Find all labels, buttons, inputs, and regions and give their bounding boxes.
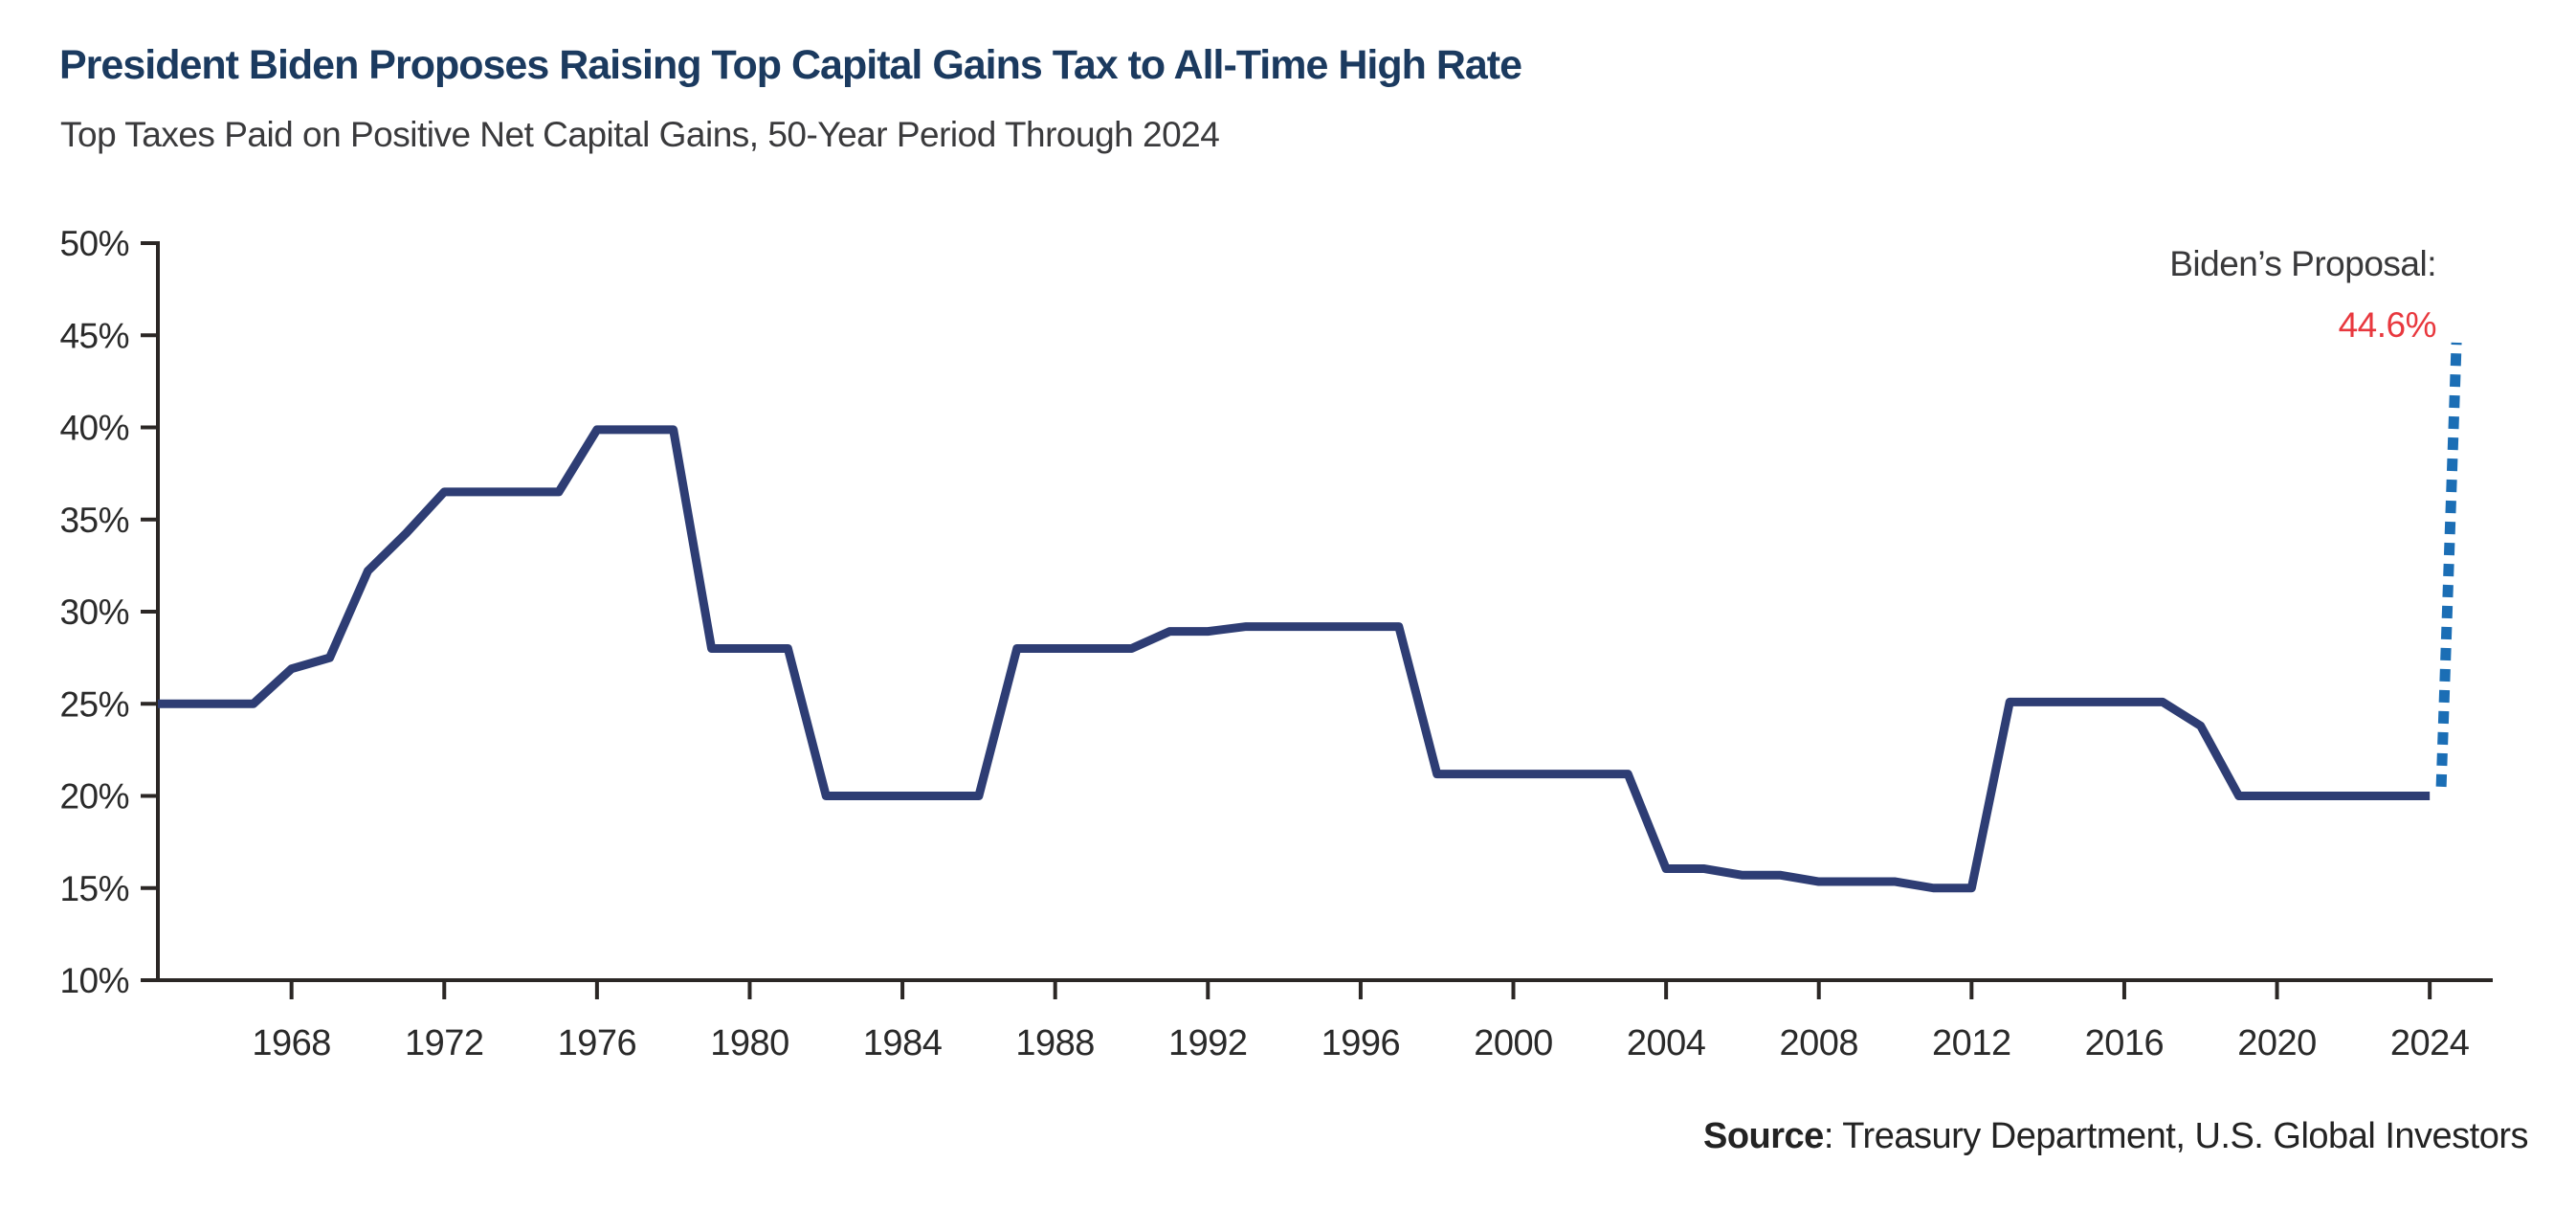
x-axis-tick-label: 1980 (710, 1023, 789, 1063)
y-axis-tick-label: 15% (59, 869, 129, 908)
y-axis-tick-label: 45% (59, 316, 129, 355)
y-axis-tick-label: 25% (59, 684, 129, 724)
y-axis-tick-label: 35% (59, 501, 129, 540)
x-axis-tick-label: 1996 (1321, 1023, 1401, 1063)
x-axis-tick-label: 2004 (1627, 1023, 1706, 1063)
y-axis-tick-label: 20% (59, 777, 129, 817)
axis-lines (156, 241, 2493, 982)
x-axis-tick-label: 2008 (1779, 1023, 1858, 1063)
x-axis-tick-label: 1968 (252, 1023, 331, 1063)
y-axis-tick-label: 40% (59, 409, 129, 448)
tax-rate-line (158, 425, 2431, 893)
proposal-annotation: Biden’s Proposal: 44.6% (2169, 234, 2436, 356)
x-axis-tick-label: 2016 (2085, 1023, 2165, 1063)
source-text: : Treasury Department, U.S. Global Inves… (1823, 1116, 2529, 1156)
x-axis-tick-label: 2024 (2390, 1023, 2470, 1063)
source-label: Source (1702, 1116, 1824, 1156)
page-title: President Biden Proposes Raising Top Cap… (59, 42, 1522, 88)
x-axis-tick-label: 1988 (1015, 1023, 1095, 1063)
x-axis-tick-label: 2020 (2237, 1023, 2317, 1063)
x-axis-tick-label: 2012 (1932, 1023, 2011, 1063)
x-axis-tick-label: 2000 (1474, 1023, 1553, 1063)
proposal-annotation-label: Biden’s Proposal: (2169, 244, 2436, 283)
x-axis-tick-label: 1972 (405, 1023, 484, 1063)
proposal-annotation-value: 44.6% (2338, 305, 2437, 345)
x-axis-tick-label: 1976 (558, 1023, 637, 1063)
y-axis-tick-label: 10% (59, 961, 129, 1000)
x-axis-tick-label: 1984 (863, 1023, 943, 1063)
y-axis-tick-label: 50% (59, 224, 129, 263)
page-subtitle: Top Taxes Paid on Positive Net Capital G… (60, 115, 1220, 154)
y-axis-tick-label: 30% (59, 593, 129, 632)
x-axis-tick-label: 1992 (1168, 1023, 1248, 1063)
proposal-dashed-line (2435, 342, 2462, 788)
source-note: Source: Treasury Department, U.S. Global… (1702, 1116, 2529, 1157)
